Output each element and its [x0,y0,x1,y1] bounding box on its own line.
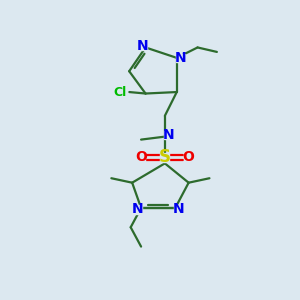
Bar [133,205,142,214]
Text: N: N [173,202,184,216]
Text: N: N [163,128,175,142]
Text: S: S [159,148,171,166]
Bar [164,131,173,139]
Bar [176,54,185,62]
Bar [114,88,127,96]
Text: N: N [137,39,148,53]
Text: N: N [132,202,143,216]
Text: O: O [183,150,195,164]
Bar [174,205,183,214]
Text: N: N [175,51,186,65]
Bar [137,153,145,162]
Bar [160,153,169,162]
Text: O: O [135,150,147,164]
Bar [184,153,193,162]
Text: Cl: Cl [114,85,127,98]
Bar [138,42,147,50]
